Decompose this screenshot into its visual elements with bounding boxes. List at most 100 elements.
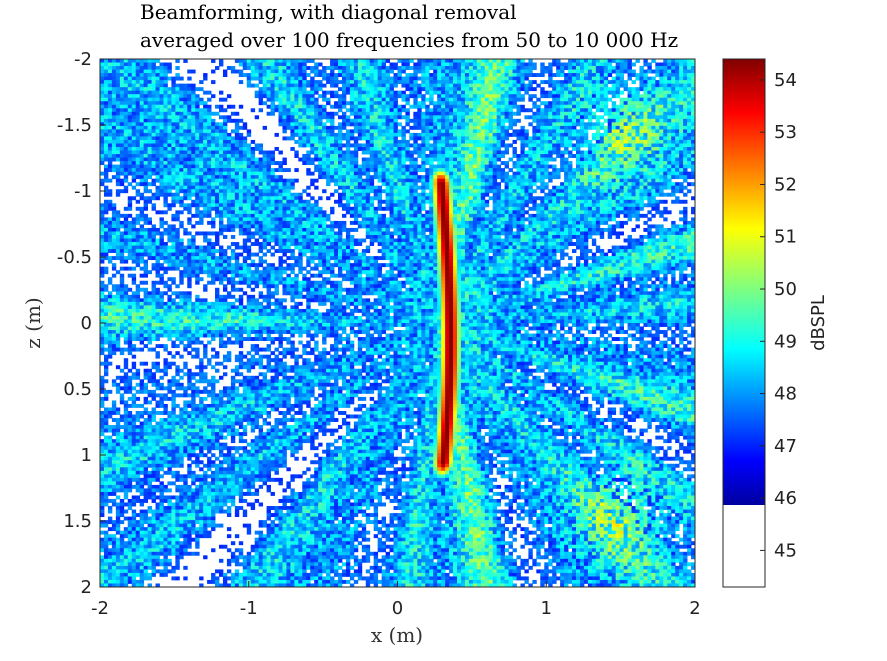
heatmap-cell	[496, 90, 502, 95]
heatmap-cell	[258, 178, 264, 183]
heatmap-cell	[472, 108, 478, 113]
heatmap-cell	[607, 90, 613, 95]
heatmap-cell	[155, 185, 160, 190]
heatmap-cell	[615, 125, 621, 130]
heatmap-cell	[393, 90, 398, 95]
heatmap-cell	[357, 59, 363, 63]
heatmap-cell	[187, 76, 192, 81]
heatmap-cell	[659, 164, 664, 169]
heatmap-cell	[655, 189, 660, 194]
heatmap-cell	[433, 122, 438, 127]
heatmap-cell	[595, 175, 601, 180]
heatmap-cell	[611, 122, 617, 127]
heatmap-cell	[365, 132, 371, 137]
heatmap-cell	[330, 94, 335, 99]
heatmap-cell	[667, 122, 672, 127]
heatmap-cell	[583, 164, 589, 169]
heatmap-cell	[544, 185, 549, 190]
heatmap-cell	[587, 157, 593, 162]
heatmap-cell	[576, 69, 581, 74]
heatmap-cell	[595, 164, 601, 169]
heatmap-cell	[504, 76, 509, 81]
heatmap-cell	[377, 83, 383, 88]
heatmap-cell	[393, 118, 398, 123]
heatmap-cell	[512, 97, 517, 102]
heatmap-cell	[516, 168, 521, 173]
heatmap-cell	[290, 192, 295, 197]
heatmap-cell	[123, 139, 129, 144]
heatmap-cell	[338, 178, 343, 183]
heatmap-cell	[564, 185, 569, 190]
heatmap-cell	[318, 157, 323, 162]
heatmap-cell	[127, 139, 133, 144]
heatmap-cell	[167, 115, 172, 120]
heatmap-cell	[361, 136, 367, 141]
heatmap-cell	[151, 104, 156, 109]
heatmap-cell	[187, 178, 192, 183]
heatmap-cell	[659, 139, 664, 144]
heatmap-cell	[127, 161, 133, 165]
heatmap-cell	[139, 143, 145, 148]
heatmap-cell	[143, 90, 148, 95]
heatmap-cell	[246, 161, 252, 165]
heatmap-cell	[179, 143, 184, 148]
heatmap-cell	[425, 73, 430, 77]
heatmap-cell	[623, 101, 628, 106]
heatmap-cell	[405, 143, 410, 148]
heatmap-cell	[540, 125, 545, 130]
heatmap-cell	[111, 108, 117, 113]
heatmap-cell	[353, 192, 359, 197]
heatmap-cell	[560, 69, 565, 74]
heatmap-cell	[345, 101, 351, 106]
heatmap-cell	[349, 157, 355, 162]
heatmap-cell	[623, 143, 628, 148]
heatmap-cell	[560, 154, 565, 158]
heatmap-cell	[405, 189, 410, 194]
heatmap-cell	[647, 87, 652, 92]
heatmap-cell	[361, 80, 367, 85]
heatmap-cell	[576, 80, 581, 85]
heatmap-cell	[183, 185, 188, 190]
heatmap-cell	[449, 189, 454, 194]
heatmap-cell	[635, 122, 640, 127]
heatmap-cell	[453, 104, 458, 109]
heatmap-cell	[147, 59, 152, 63]
heatmap-cell	[389, 108, 394, 113]
heatmap-cell	[587, 164, 593, 169]
heatmap-cell	[492, 115, 498, 120]
heatmap-cell	[147, 69, 152, 74]
heatmap-cell	[373, 118, 379, 123]
heatmap-cell	[107, 157, 113, 162]
heatmap-cell	[397, 111, 402, 116]
heatmap-cell	[175, 164, 180, 169]
heatmap-cell	[643, 143, 648, 148]
heatmap-cell	[576, 150, 581, 155]
heatmap-cell	[429, 189, 434, 194]
heatmap-cell	[468, 147, 474, 151]
heatmap-cell	[143, 76, 148, 81]
heatmap-cell	[250, 164, 256, 169]
heatmap-cell	[568, 136, 573, 141]
heatmap-cell	[607, 189, 613, 194]
heatmap-cell	[639, 185, 644, 190]
heatmap-cell	[500, 118, 505, 123]
heatmap-cell	[691, 150, 696, 155]
heatmap-cell	[425, 108, 430, 113]
heatmap-cell	[433, 108, 438, 113]
heatmap-cell	[338, 122, 343, 127]
heatmap-cell	[171, 80, 176, 85]
heatmap-cell	[611, 178, 617, 183]
heatmap-cell	[492, 69, 498, 74]
heatmap-cell	[655, 150, 660, 155]
heatmap-cell	[302, 125, 307, 130]
heatmap-cell	[159, 90, 164, 95]
heatmap-cell	[449, 94, 454, 99]
heatmap-cell	[203, 122, 208, 127]
heatmap-cell	[484, 189, 490, 194]
heatmap-cell	[480, 132, 486, 137]
heatmap-cell	[167, 111, 172, 116]
heatmap-cell	[655, 73, 660, 77]
heatmap-cell	[393, 182, 398, 187]
heatmap-cell	[314, 139, 319, 144]
heatmap-cell	[167, 168, 172, 173]
